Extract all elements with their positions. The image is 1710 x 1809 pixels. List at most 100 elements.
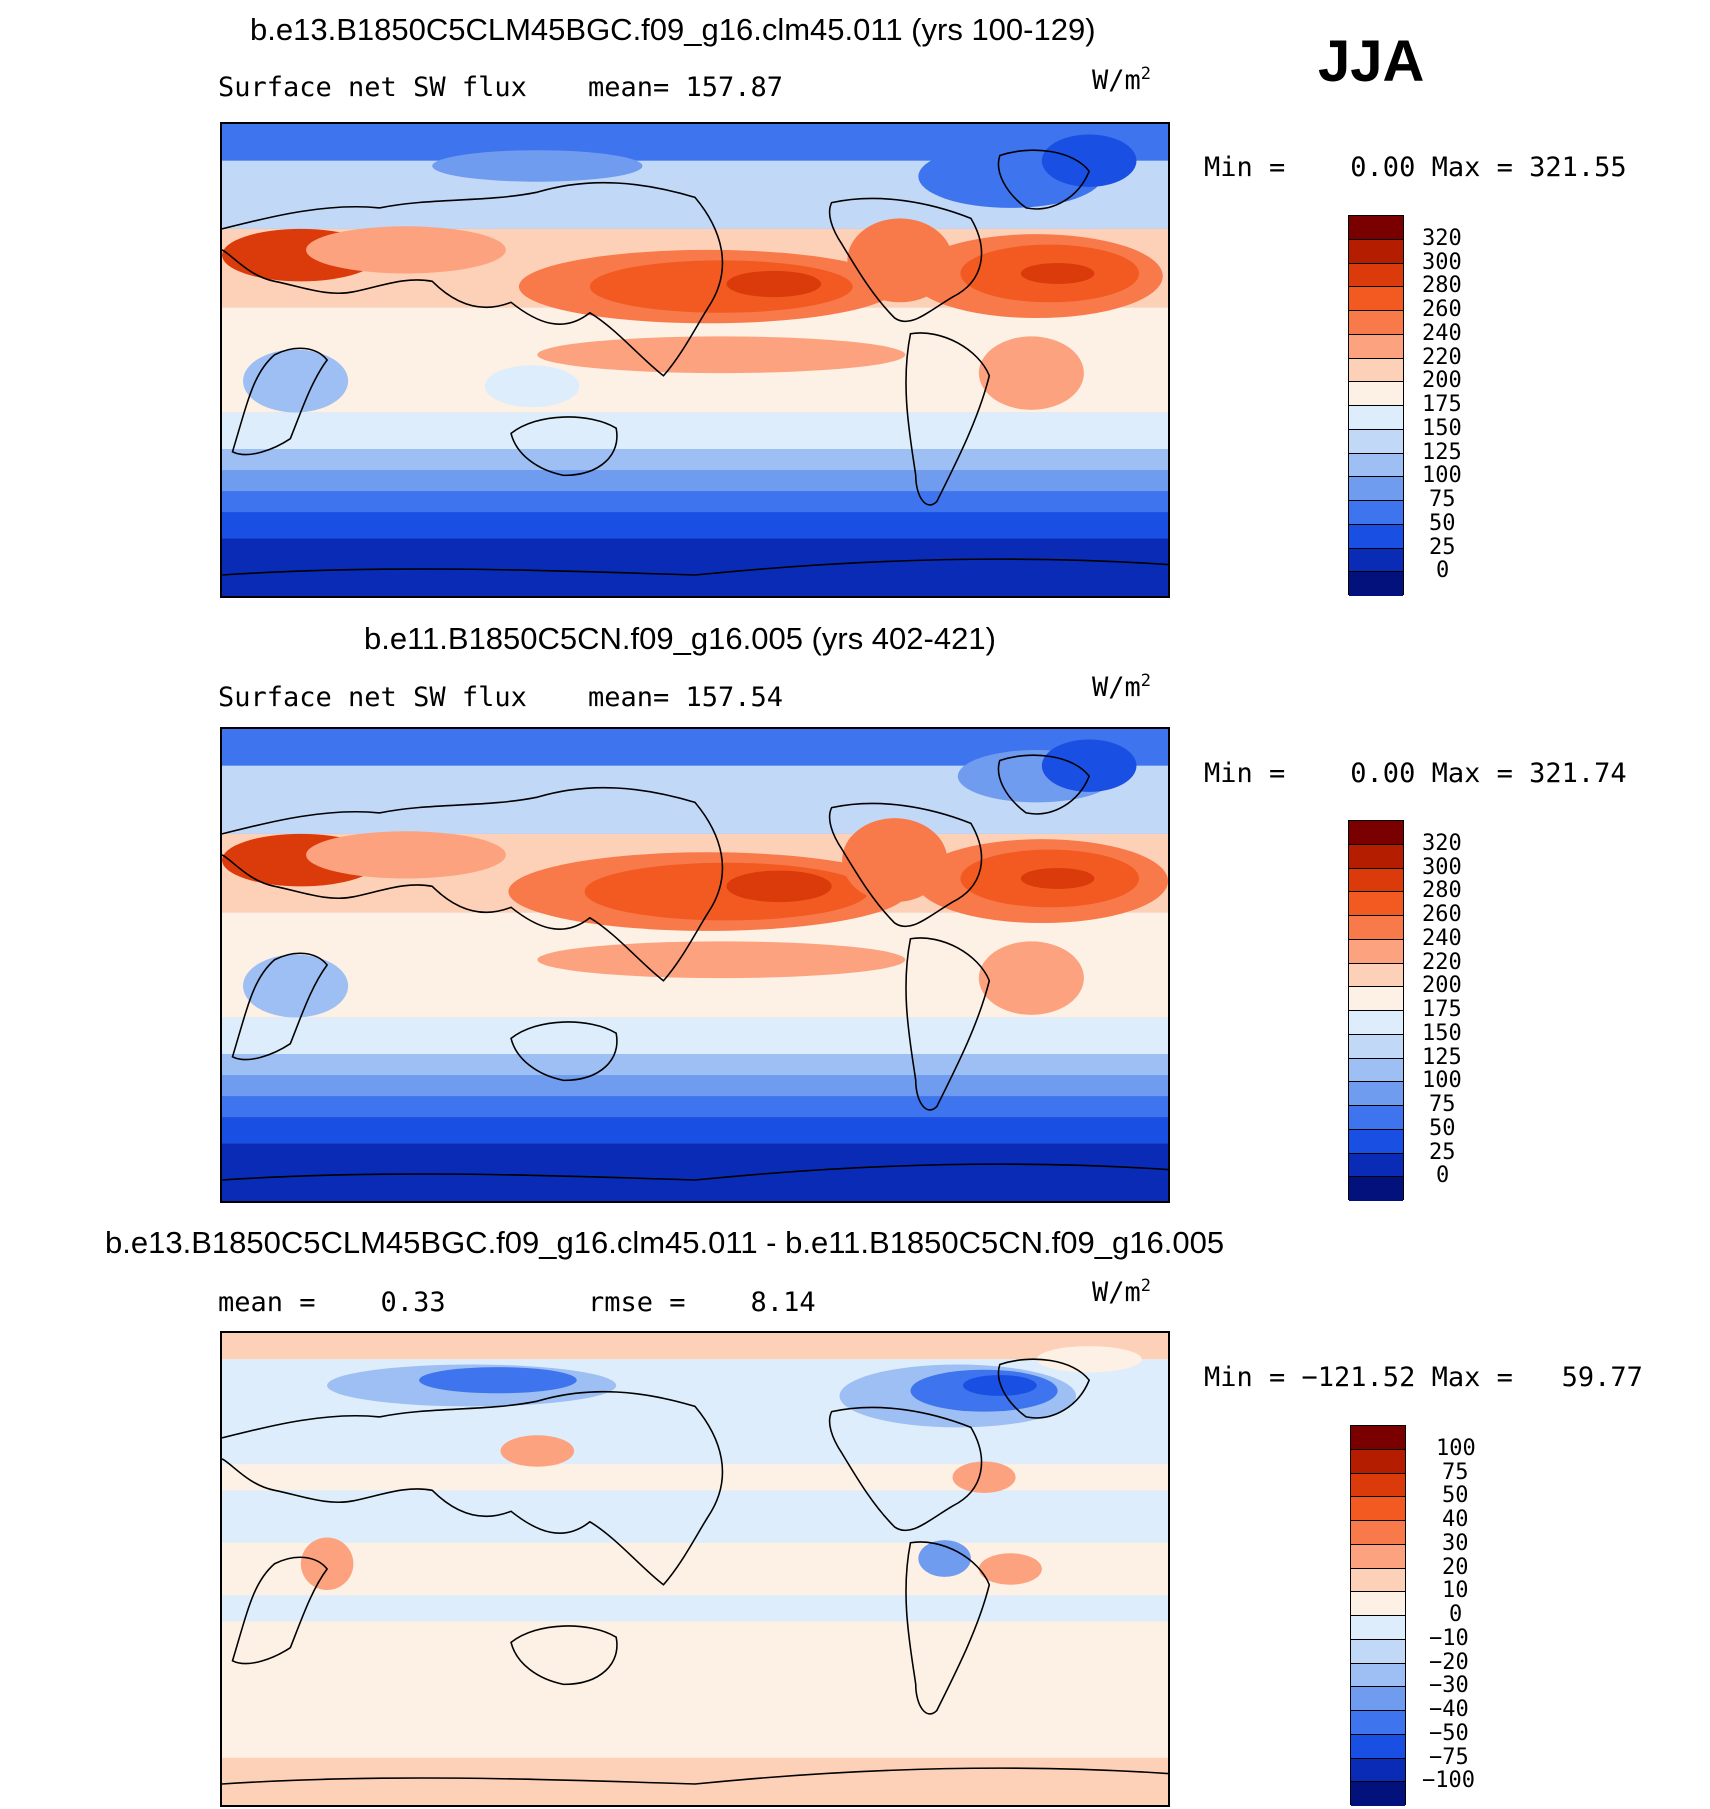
colorbar — [1350, 1425, 1406, 1806]
map-plot — [220, 122, 1170, 598]
colorbar-swatch — [1349, 987, 1403, 1011]
colorbar-swatch — [1351, 1782, 1405, 1806]
colorbar-tick-label: 50 — [1429, 1116, 1456, 1141]
colorbar-swatch — [1349, 868, 1403, 893]
colorbar — [1348, 215, 1404, 596]
map-svg — [222, 124, 1168, 596]
colorbar-tick-label: 0 — [1436, 1163, 1450, 1188]
colorbar-tick-label: 320 — [1422, 226, 1462, 251]
colorbar-swatch — [1349, 382, 1403, 406]
colorbar-tick-label: 125 — [1422, 440, 1462, 465]
mean-label: mean= 157.87 — [588, 72, 784, 103]
season-label: JJA — [1318, 29, 1425, 94]
colorbar-tick-label: 50 — [1429, 511, 1456, 536]
colorbar-tick-label: 40 — [1442, 1507, 1469, 1532]
unit-label: W/m2 — [1092, 64, 1152, 96]
colorbar-tick-label: 280 — [1422, 878, 1462, 903]
colorbar-tick-label: 240 — [1422, 926, 1462, 951]
colorbar-tick-label: 200 — [1422, 368, 1462, 393]
colorbar-tick-label: 50 — [1442, 1483, 1469, 1508]
colorbar-swatch — [1349, 334, 1403, 359]
colorbar-swatch — [1349, 1011, 1403, 1035]
colorbar-tick-label: 320 — [1422, 831, 1462, 856]
colorbar-tick-label: 25 — [1429, 535, 1456, 560]
colorbar-swatch — [1349, 311, 1403, 335]
colorbar-swatch — [1349, 1106, 1403, 1130]
colorbar-swatch — [1349, 548, 1403, 573]
colorbar-tick-label: −10 — [1429, 1626, 1469, 1651]
unit-label: W/m2 — [1092, 671, 1152, 703]
min-max-label: Min = −121.52 Max = 59.77 — [1204, 1362, 1643, 1393]
colorbar-tick-label: 240 — [1422, 321, 1462, 346]
colorbar-swatch — [1351, 1473, 1405, 1498]
colorbar-tick-label: −20 — [1429, 1650, 1469, 1675]
min-max-label: Min = 0.00 Max = 321.55 — [1204, 152, 1627, 183]
variable-label: Surface net SW flux — [218, 72, 527, 103]
colorbar-swatch — [1349, 287, 1403, 311]
colorbar-tick-label: 220 — [1422, 345, 1462, 370]
colorbar-tick-label: 75 — [1429, 1092, 1456, 1117]
colorbar-swatch — [1349, 358, 1403, 383]
colorbar-tick-label: 125 — [1422, 1045, 1462, 1070]
colorbar-tick-label: 300 — [1422, 250, 1462, 275]
variable-label: Surface net SW flux — [218, 682, 527, 713]
colorbar-tick-label: 280 — [1422, 273, 1462, 298]
colorbar-tick-label: −40 — [1429, 1697, 1469, 1722]
colorbar-tick-label: 10 — [1442, 1578, 1469, 1603]
colorbar-swatch — [1349, 1153, 1403, 1178]
rmse-label: rmse = 8.14 — [588, 1287, 816, 1318]
colorbar-tick-label: 0 — [1436, 558, 1450, 583]
map-plot — [220, 1331, 1170, 1807]
colorbar-tick-label: 0 — [1449, 1602, 1463, 1627]
colorbar-tick-label: 150 — [1422, 416, 1462, 441]
unit-label: W/m2 — [1092, 1276, 1152, 1308]
colorbar-tick-label: 150 — [1422, 1021, 1462, 1046]
colorbar-swatch — [1351, 1449, 1405, 1474]
colorbar-swatch — [1351, 1758, 1405, 1783]
colorbar-swatch — [1349, 939, 1403, 964]
colorbar-tick-label: 260 — [1422, 297, 1462, 322]
colorbar-tick-label: 175 — [1422, 392, 1462, 417]
colorbar-swatch — [1351, 1734, 1405, 1759]
colorbar-tick-label: −100 — [1422, 1768, 1475, 1793]
colorbar-swatch — [1351, 1521, 1405, 1545]
colorbar-swatch — [1351, 1639, 1405, 1664]
map-svg — [222, 1333, 1168, 1805]
colorbar-swatch — [1351, 1497, 1405, 1521]
colorbar-tick-label: 175 — [1422, 997, 1462, 1022]
colorbar-swatch — [1349, 821, 1403, 845]
colorbar-tick-label: 220 — [1422, 950, 1462, 975]
colorbar — [1348, 820, 1404, 1201]
colorbar-tick-label: −50 — [1429, 1721, 1469, 1746]
colorbar-swatch — [1351, 1426, 1405, 1450]
colorbar-tick-label: 100 — [1422, 463, 1462, 488]
colorbar-swatch — [1349, 524, 1403, 549]
colorbar-swatch — [1351, 1592, 1405, 1616]
colorbar-swatch — [1351, 1616, 1405, 1640]
colorbar-swatch — [1349, 406, 1403, 430]
colorbar-swatch — [1349, 429, 1403, 454]
colorbar-swatch — [1349, 916, 1403, 940]
map-svg — [222, 729, 1168, 1201]
colorbar-tick-label: 25 — [1429, 1140, 1456, 1165]
colorbar-tick-label: −30 — [1429, 1673, 1469, 1698]
colorbar-swatch — [1351, 1544, 1405, 1569]
colorbar-swatch — [1349, 963, 1403, 988]
colorbar-swatch — [1349, 572, 1403, 596]
mean-label: mean = 0.33 — [218, 1287, 446, 1318]
colorbar-swatch — [1349, 477, 1403, 501]
colorbar-swatch — [1349, 1034, 1403, 1059]
colorbar-swatch — [1349, 263, 1403, 288]
map-plot — [220, 727, 1170, 1203]
colorbar-tick-label: 100 — [1436, 1436, 1476, 1461]
colorbar-swatch — [1349, 1129, 1403, 1154]
colorbar-tick-label: 260 — [1422, 902, 1462, 927]
colorbar-tick-label: −75 — [1429, 1745, 1469, 1770]
colorbar-swatch — [1349, 216, 1403, 240]
colorbar-swatch — [1349, 1058, 1403, 1083]
colorbar-swatch — [1351, 1711, 1405, 1735]
colorbar-tick-label: 300 — [1422, 855, 1462, 880]
colorbar-tick-label: 20 — [1442, 1555, 1469, 1580]
colorbar-swatch — [1349, 1082, 1403, 1106]
colorbar-swatch — [1349, 501, 1403, 525]
